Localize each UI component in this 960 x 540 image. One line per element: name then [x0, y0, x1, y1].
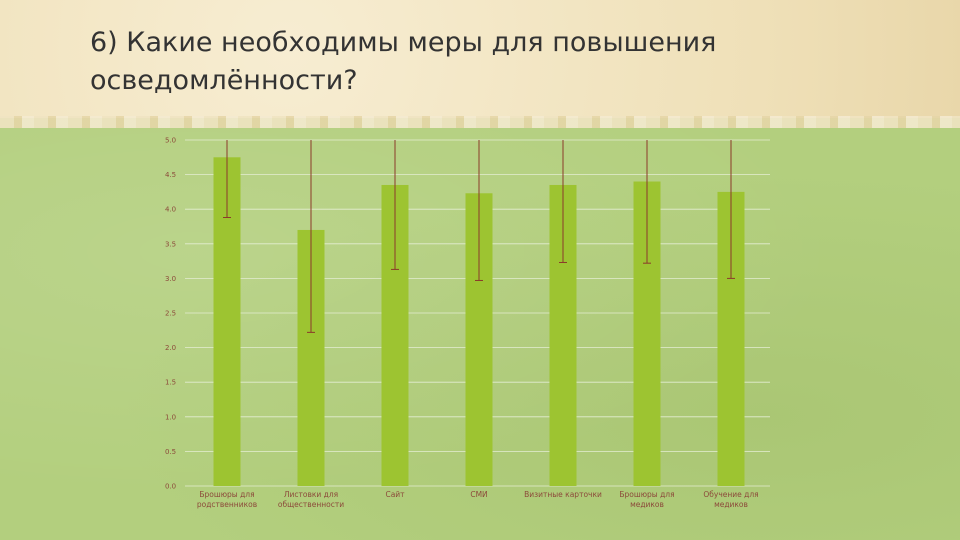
- x-category-label-line: Брошюры для: [619, 490, 674, 499]
- x-category-label-line: родственников: [197, 500, 257, 509]
- y-tick-label: 3.5: [165, 240, 176, 248]
- slide-title: 6) Какие необходимы меры для повышения о…: [90, 24, 910, 100]
- x-category-label-line: Визитные карточки: [524, 490, 602, 499]
- y-tick-label: 0.0: [165, 483, 176, 491]
- x-category-label-line: Обучение для: [703, 490, 758, 499]
- x-category-label: СМИ: [470, 490, 487, 499]
- x-category-label: Брошюры для родственников: [197, 490, 257, 509]
- bar-chart: 0.0 0.5 1.0 1.5 2.0 2.5 3.0 3.5 4.0 4.5 5.0 Брошюры…: [165, 137, 770, 509]
- x-category-label-line: общественности: [278, 500, 344, 509]
- x-category-label: Брошюры для медиков: [619, 490, 674, 509]
- x-category-label-line: Листовки для: [284, 490, 338, 499]
- x-category-label: Сайт: [385, 490, 405, 499]
- torn-paper-edge: [0, 116, 960, 128]
- y-tick-label: 2.5: [165, 310, 176, 318]
- x-category-label-line: Брошюры для: [199, 490, 254, 499]
- x-category-label-line: СМИ: [470, 490, 487, 499]
- x-category-label-line: Сайт: [385, 490, 405, 499]
- y-tick-label: 3.0: [165, 275, 176, 283]
- slide-title-line-1: 6) Какие необходимы меры для повышения: [90, 27, 717, 58]
- y-tick-label: 5.0: [165, 137, 176, 145]
- y-tick-label: 4.0: [165, 206, 176, 214]
- y-tick-label: 0.5: [165, 448, 176, 456]
- x-category-label-line: медиков: [714, 500, 748, 509]
- chart-area: 0.0 0.5 1.0 1.5 2.0 2.5 3.0 3.5 4.0 4.5 5.0 Брошюры…: [0, 128, 960, 540]
- y-tick-label: 2.0: [165, 344, 176, 352]
- x-category-label-line: медиков: [630, 500, 664, 509]
- y-tick-label: 1.0: [165, 413, 176, 421]
- x-category-label: Листовки для общественности: [278, 490, 344, 509]
- slide-title-line-2: осведомлённости?: [90, 65, 358, 96]
- y-tick-label: 1.5: [165, 379, 176, 387]
- x-category-label: Визитные карточки: [524, 490, 602, 499]
- title-area: [0, 0, 960, 118]
- x-category-label: Обучение для медиков: [703, 490, 758, 509]
- y-tick-label: 4.5: [165, 171, 176, 179]
